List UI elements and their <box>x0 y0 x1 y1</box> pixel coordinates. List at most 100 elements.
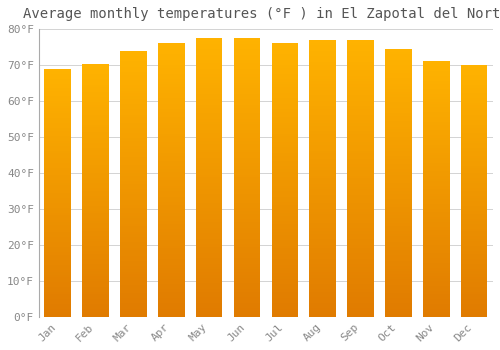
Bar <box>272 265 298 268</box>
Bar <box>310 101 336 104</box>
Bar <box>348 109 374 112</box>
Bar <box>82 97 109 100</box>
Bar <box>158 60 184 63</box>
Bar <box>310 79 336 82</box>
Bar <box>158 128 184 131</box>
Bar <box>234 77 260 80</box>
Bar <box>44 195 71 198</box>
Bar <box>82 287 109 289</box>
Bar <box>461 287 487 289</box>
Bar <box>385 287 411 290</box>
Bar <box>158 175 184 177</box>
Bar <box>120 280 146 282</box>
Bar <box>348 247 374 250</box>
Bar <box>272 164 298 167</box>
Bar <box>423 217 450 219</box>
Bar <box>82 211 109 213</box>
Bar <box>234 214 260 216</box>
Bar <box>385 239 411 242</box>
Bar <box>272 123 298 125</box>
Bar <box>120 264 146 266</box>
Bar <box>310 261 336 264</box>
Bar <box>234 241 260 244</box>
Bar <box>196 214 222 216</box>
Bar <box>385 49 411 51</box>
Bar <box>120 64 146 66</box>
Bar <box>82 64 109 67</box>
Bar <box>272 167 298 169</box>
Bar <box>120 295 146 298</box>
Bar <box>120 250 146 253</box>
Bar <box>348 223 374 225</box>
Bar <box>234 175 260 177</box>
Bar <box>385 100 411 103</box>
Bar <box>348 84 374 87</box>
Bar <box>348 156 374 159</box>
Bar <box>461 312 487 314</box>
Bar <box>272 147 298 150</box>
Bar <box>272 114 298 117</box>
Bar <box>44 228 71 230</box>
Bar <box>348 62 374 65</box>
Bar <box>385 54 411 57</box>
Bar <box>234 116 260 119</box>
Bar <box>348 225 374 228</box>
Bar <box>44 240 71 242</box>
Bar <box>423 199 450 202</box>
Bar <box>310 114 336 117</box>
Bar <box>196 158 222 161</box>
Bar <box>310 298 336 300</box>
Bar <box>461 191 487 194</box>
Bar <box>120 256 146 258</box>
Bar <box>385 65 411 68</box>
Bar <box>234 99 260 102</box>
Bar <box>423 143 450 145</box>
Bar <box>272 292 298 295</box>
Bar <box>423 109 450 112</box>
Bar <box>310 43 336 46</box>
Bar <box>196 108 222 111</box>
Bar <box>348 298 374 300</box>
Bar <box>196 88 222 91</box>
Bar <box>272 289 298 292</box>
Bar <box>44 302 71 304</box>
Bar <box>310 311 336 314</box>
Bar <box>196 222 222 225</box>
Bar <box>310 223 336 225</box>
Bar <box>158 161 184 164</box>
Bar <box>385 148 411 150</box>
Bar <box>196 250 222 253</box>
Bar <box>82 233 109 236</box>
Bar <box>82 92 109 94</box>
Bar <box>44 193 71 195</box>
Bar <box>158 123 184 125</box>
Bar <box>423 68 450 71</box>
Bar <box>120 272 146 274</box>
Bar <box>120 261 146 264</box>
Bar <box>423 301 450 304</box>
Bar <box>158 276 184 279</box>
Bar <box>120 80 146 83</box>
Bar <box>234 135 260 138</box>
Bar <box>461 221 487 224</box>
Bar <box>385 164 411 167</box>
Bar <box>348 95 374 98</box>
Bar <box>310 106 336 109</box>
Bar <box>120 221 146 224</box>
Bar <box>82 94 109 97</box>
Bar <box>272 104 298 106</box>
Bar <box>44 307 71 309</box>
Bar <box>158 180 184 183</box>
Bar <box>461 246 487 249</box>
Bar <box>461 269 487 272</box>
Bar <box>120 96 146 99</box>
Bar <box>82 186 109 188</box>
Bar <box>461 254 487 257</box>
Bar <box>461 113 487 116</box>
Bar <box>423 314 450 317</box>
Bar <box>423 99 450 102</box>
Bar <box>272 150 298 153</box>
Bar <box>158 251 184 254</box>
Bar <box>82 173 109 175</box>
Bar <box>385 263 411 266</box>
